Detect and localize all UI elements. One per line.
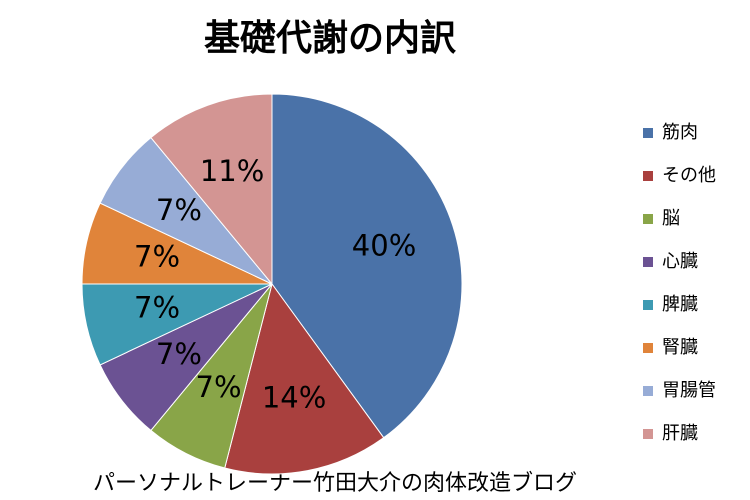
data-label: 14%: [262, 381, 326, 415]
data-label: 11%: [200, 154, 264, 188]
legend-swatch: [643, 128, 653, 138]
legend-label: 腎臓: [662, 337, 698, 358]
legend-swatch: [643, 214, 653, 224]
data-label: 7%: [196, 370, 242, 404]
legend-label: 脾臓: [662, 294, 698, 315]
legend-label: 筋肉: [662, 122, 698, 143]
legend-swatch: [643, 257, 653, 267]
pie-slice: [271, 93, 463, 439]
legend-label: 心臓: [662, 251, 698, 272]
legend-label: その他: [662, 165, 716, 186]
legend-label: 胃腸管: [662, 380, 716, 401]
pie-slice: [150, 93, 273, 286]
data-label: 7%: [134, 239, 180, 273]
legend-label: 肝臓: [662, 423, 698, 444]
caption: パーソナルトレーナー竹田大介の肉体改造ブログ: [93, 471, 577, 496]
data-label: 7%: [156, 337, 202, 371]
legend-swatch: [643, 171, 653, 181]
pie-slice: [224, 282, 385, 475]
legend-swatch: [643, 386, 653, 396]
legend-label: 脳: [662, 208, 680, 229]
legend-swatch: [643, 429, 653, 439]
chart-title: 基礎代謝の内訳: [204, 18, 457, 59]
data-label: 7%: [156, 193, 202, 227]
legend-swatch: [643, 343, 653, 353]
data-label: 40%: [352, 229, 416, 263]
legend-swatch: [643, 300, 653, 310]
data-label: 7%: [134, 291, 180, 325]
